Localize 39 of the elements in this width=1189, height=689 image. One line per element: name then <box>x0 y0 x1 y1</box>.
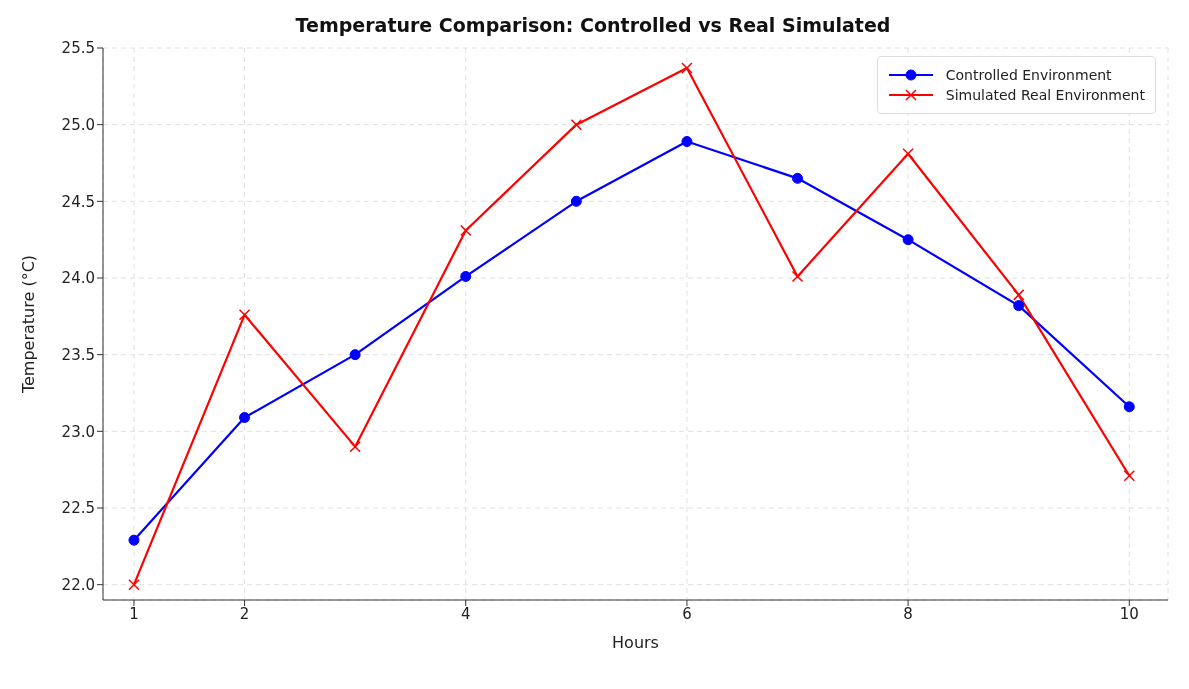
x-tick-label: 10 <box>1119 604 1139 623</box>
point <box>902 234 914 246</box>
y-tick-label: 24.0 <box>61 269 95 288</box>
point <box>238 309 251 321</box>
x-tick-label: 4 <box>460 604 471 623</box>
point <box>128 534 140 546</box>
y-tick-label: 22.0 <box>61 575 95 594</box>
y-tick-label: 25.0 <box>61 115 95 134</box>
point <box>570 118 583 131</box>
y-axis-title: Temperature (°C) <box>18 254 38 395</box>
point <box>1013 300 1025 312</box>
chart-title: Temperature Comparison: Controlled vs Real Simulated <box>294 14 892 36</box>
x-axis-title: Hours <box>612 633 659 652</box>
point <box>792 172 804 184</box>
point <box>902 148 914 160</box>
point <box>1012 289 1025 301</box>
x-tick-label: 8 <box>903 604 913 623</box>
y-tick-label: 23.0 <box>61 422 95 441</box>
point <box>570 195 582 207</box>
point <box>791 270 804 283</box>
point <box>239 412 251 424</box>
y-tick-label: 25.5 <box>61 39 95 58</box>
point <box>128 578 140 591</box>
x-tick-label: 6 <box>682 604 692 623</box>
point <box>460 270 472 282</box>
legend-label: Simulated Real Environment <box>945 87 1145 103</box>
point <box>681 62 693 74</box>
point <box>1123 470 1136 482</box>
point <box>1123 401 1135 413</box>
y-tick-label: 24.5 <box>61 192 95 211</box>
point <box>459 224 472 237</box>
point <box>349 349 361 361</box>
legend-label: Controlled Environment <box>945 67 1112 83</box>
y-tick-label: 22.5 <box>61 499 95 518</box>
x-tick-label: 2 <box>239 604 250 623</box>
point <box>349 440 361 453</box>
x-tick-label: 1 <box>129 604 139 623</box>
y-tick-label: 23.5 <box>61 345 95 364</box>
point <box>681 136 693 148</box>
